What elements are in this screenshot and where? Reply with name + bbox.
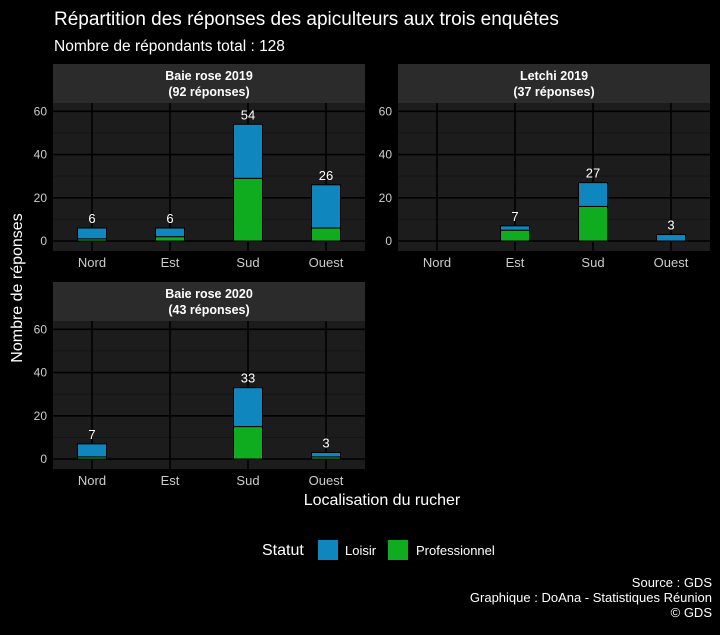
bar-professionnel xyxy=(233,177,263,242)
y-tick-label: 60 xyxy=(34,322,48,336)
legend-swatch-loisir xyxy=(318,540,338,560)
facet-subtitle: (37 réponses) xyxy=(513,85,594,99)
chart-subtitle: Nombre de répondants total : 128 xyxy=(54,38,285,55)
bar-loisir xyxy=(500,225,530,231)
legend-title: Statut xyxy=(262,542,304,559)
chart-title: Répartition des réponses des apiculteurs… xyxy=(54,9,559,30)
bar-loisir xyxy=(233,123,263,179)
bar-loisir xyxy=(656,234,686,242)
y-tick-label: 40 xyxy=(34,148,48,162)
facet-panel: Baie rose 2019 (92 réponses) 0 20 40 60 Nord 6 E… xyxy=(34,64,365,270)
bar-total-label: 54 xyxy=(241,107,255,122)
y-tick-label: 20 xyxy=(34,409,48,423)
facet-panels: Baie rose 2019(92 réponses)0204060Nord6E… xyxy=(34,64,710,488)
y-axis-title: Nombre de réponses xyxy=(9,213,26,362)
bar-total-label: 7 xyxy=(511,209,518,224)
x-tick-label: Est xyxy=(161,255,180,270)
bar-total-label: 6 xyxy=(166,211,173,226)
bar-loisir xyxy=(578,182,608,207)
x-tick-label: Ouest xyxy=(654,255,689,270)
facet-title: Baie rose 2020 xyxy=(165,287,253,301)
facet-strip xyxy=(53,64,365,103)
legend-label-professionnel: Professionnel xyxy=(416,543,495,558)
bar-loisir xyxy=(155,227,185,238)
y-tick-label: 40 xyxy=(34,366,48,380)
y-tick-label: 60 xyxy=(379,104,393,118)
y-tick-label: 40 xyxy=(379,148,393,162)
x-tick-label: Nord xyxy=(423,255,451,270)
y-tick-label: 0 xyxy=(385,234,392,248)
facet-title: Baie rose 2019 xyxy=(165,69,253,83)
bar-loisir xyxy=(233,387,263,428)
facet-subtitle: (92 réponses) xyxy=(168,85,249,99)
bar-loisir xyxy=(77,227,107,240)
legend: Statut Loisir Professionnel xyxy=(262,540,495,560)
bar-total-label: 27 xyxy=(586,166,600,181)
y-tick-label: 0 xyxy=(40,234,47,248)
legend-swatch-professionnel xyxy=(388,540,408,560)
plot-background xyxy=(398,103,710,251)
bar-loisir xyxy=(77,443,107,458)
y-tick-label: 60 xyxy=(34,104,48,118)
bar-total-label: 33 xyxy=(241,371,255,386)
bar-total-label: 6 xyxy=(88,211,95,226)
y-tick-label: 20 xyxy=(34,191,48,205)
facet-panel: Letchi 2019 (37 réponses) 0 20 40 60 Nord Est 7 S… xyxy=(379,64,710,270)
x-tick-label: Nord xyxy=(78,473,106,488)
bar-professionnel xyxy=(578,205,608,242)
facet-strip xyxy=(398,64,710,103)
bar-professionnel xyxy=(311,227,341,242)
x-tick-label: Nord xyxy=(78,255,106,270)
facet-panel: Baie rose 2020 (43 réponses) 0 20 40 60 Nord 7 E… xyxy=(34,282,365,488)
bar-loisir xyxy=(311,184,341,229)
bar-professionnel xyxy=(155,236,185,242)
bar-total-label: 3 xyxy=(667,218,674,233)
caption-graphic: Graphique : DoAna - Statistiques Réunion xyxy=(470,590,712,605)
bar-total-label: 26 xyxy=(319,168,333,183)
x-tick-label: Sud xyxy=(581,255,604,270)
facet-title: Letchi 2019 xyxy=(520,69,588,83)
bar-loisir xyxy=(311,452,341,458)
x-tick-label: Est xyxy=(161,473,180,488)
x-tick-label: Sud xyxy=(236,255,259,270)
caption-source: Source : GDS xyxy=(632,575,713,590)
y-tick-label: 0 xyxy=(40,452,47,466)
bar-total-label: 7 xyxy=(88,427,95,442)
x-tick-label: Est xyxy=(506,255,525,270)
legend-label-loisir: Loisir xyxy=(345,543,377,558)
facet-subtitle: (43 réponses) xyxy=(168,303,249,317)
x-tick-label: Ouest xyxy=(309,255,344,270)
bar-total-label: 3 xyxy=(322,436,329,451)
facet-strip xyxy=(53,282,365,321)
y-tick-label: 20 xyxy=(379,191,393,205)
bar-professionnel xyxy=(500,229,530,242)
x-tick-label: Sud xyxy=(236,473,259,488)
x-tick-label: Ouest xyxy=(309,473,344,488)
caption-copyright: © GDS xyxy=(671,605,713,620)
x-axis-title: Localisation du rucher xyxy=(304,492,461,509)
bar-professionnel xyxy=(233,426,263,460)
